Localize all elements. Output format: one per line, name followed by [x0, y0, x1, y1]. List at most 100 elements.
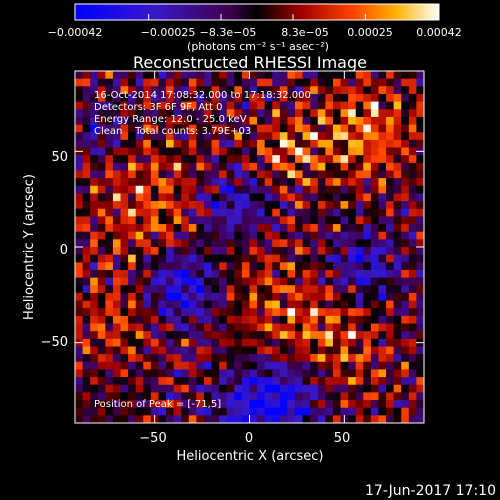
heatmap-cell: [287, 109, 296, 118]
heatmap-cell: [219, 208, 228, 217]
heatmap-cell: [181, 147, 190, 156]
heatmap-cell: [287, 170, 296, 179]
heatmap-cell: [249, 109, 258, 118]
heatmap-cell: [203, 400, 213, 409]
heatmap-cell: [181, 369, 190, 378]
heatmap-cell: [302, 71, 311, 80]
heatmap-cell: [143, 109, 152, 118]
heatmap-cell: [416, 346, 424, 355]
heatmap-cell: [150, 170, 160, 179]
heatmap-cell: [408, 239, 418, 248]
heatmap-cell: [264, 201, 273, 210]
heatmap-cell: [332, 269, 342, 279]
heatmap-cell: [226, 323, 235, 332]
heatmap-cell: [355, 78, 364, 87]
heatmap-cell: [287, 71, 296, 80]
heatmap-cell: [257, 262, 266, 271]
heatmap-cell: [340, 392, 349, 401]
heatmap-cell: [257, 124, 266, 133]
heatmap-cell: [234, 124, 243, 133]
heatmap-cell: [393, 185, 402, 195]
heatmap-cell: [272, 400, 281, 409]
heatmap-cell: [332, 369, 342, 378]
heatmap-cell: [150, 285, 160, 294]
heatmap-cell: [355, 315, 364, 325]
heatmap-cell: [75, 323, 84, 332]
heatmap-cell: [112, 124, 122, 133]
heatmap-cell: [112, 377, 122, 386]
heatmap-cell: [128, 354, 137, 363]
heatmap-cell: [401, 71, 410, 80]
heatmap-cell: [226, 300, 235, 309]
heatmap-cell: [287, 308, 296, 317]
heatmap-cell: [355, 124, 364, 133]
heatmap-cell: [196, 354, 205, 363]
heatmap-cell: [378, 269, 387, 279]
heatmap-cell: [378, 254, 387, 263]
heatmap-cell: [203, 101, 213, 110]
heatmap-cell: [203, 415, 213, 423]
heatmap-cell: [97, 216, 106, 225]
heatmap-cell: [257, 377, 266, 386]
heatmap-cell: [75, 254, 84, 263]
heatmap-cell: [166, 185, 175, 195]
heatmap-cell: [340, 78, 349, 87]
heatmap-cell: [219, 201, 228, 210]
heatmap-cell: [135, 201, 144, 210]
heatmap-cell: [279, 201, 289, 210]
heatmap-cell: [234, 178, 243, 187]
heatmap-cell: [272, 155, 281, 164]
heatmap-cell: [90, 361, 99, 371]
heatmap-cell: [166, 71, 175, 80]
heatmap-cell: [393, 315, 402, 325]
heatmap-cell: [241, 300, 251, 309]
heatmap-cell: [82, 300, 91, 309]
heatmap-cell: [219, 400, 228, 409]
heatmap-cell: [226, 185, 235, 195]
heatmap-cell: [348, 400, 357, 409]
heatmap-cell: [401, 308, 410, 317]
heatmap-cell: [226, 285, 235, 294]
heatmap-cell: [272, 170, 281, 179]
heatmap-cell: [173, 338, 182, 348]
heatmap-cell: [310, 247, 319, 256]
heatmap-cell: [249, 93, 258, 103]
heatmap-cell: [234, 262, 243, 271]
heatmap-cell: [188, 369, 197, 378]
heatmap-cell: [226, 292, 235, 302]
heatmap-cell: [143, 139, 152, 149]
heatmap-cell: [317, 101, 326, 110]
heatmap-cell: [378, 277, 387, 286]
heatmap-cell: [287, 132, 296, 141]
heatmap-cell: [348, 124, 357, 133]
heatmap-cell: [211, 239, 220, 248]
heatmap-cell: [370, 78, 380, 87]
heatmap-cell: [264, 178, 273, 187]
heatmap-cell: [203, 147, 213, 156]
heatmap-cell: [241, 354, 251, 363]
heatmap-cell: [196, 331, 205, 340]
heatmap-cell: [264, 162, 273, 172]
heatmap-cell: [257, 247, 266, 256]
heatmap-cell: [325, 277, 334, 286]
heatmap-cell: [257, 361, 266, 371]
heatmap-cell: [158, 162, 167, 172]
heatmap-cell: [120, 109, 129, 118]
heatmap-cell: [135, 162, 144, 172]
heatmap-cell: [332, 407, 342, 416]
heatmap-cell: [128, 377, 137, 386]
heatmap-cell: [188, 208, 197, 217]
heatmap-cell: [317, 354, 326, 363]
heatmap-cell: [82, 400, 91, 409]
heatmap-cell: [295, 338, 304, 348]
heatmap-cell: [128, 285, 137, 294]
heatmap-cell: [181, 392, 190, 401]
heatmap-cell: [181, 292, 190, 302]
heatmap-cell: [272, 185, 281, 195]
heatmap-cell: [97, 285, 106, 294]
heatmap-cell: [317, 285, 326, 294]
heatmap-cell: [340, 101, 349, 110]
heatmap-cell: [332, 132, 342, 141]
heatmap-cell: [378, 93, 387, 103]
heatmap-cell: [317, 384, 326, 393]
